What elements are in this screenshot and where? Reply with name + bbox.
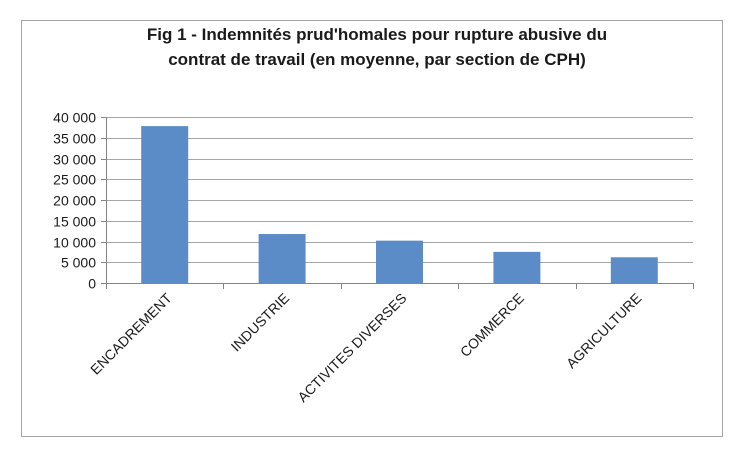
x-tick-label: ENCADREMENT — [87, 289, 175, 377]
bar — [493, 251, 541, 283]
bar — [610, 257, 658, 283]
y-tick-label: 40 000 — [53, 110, 96, 126]
chart-frame — [21, 20, 723, 437]
x-tick-label: COMMERCE — [457, 290, 527, 360]
bar — [376, 240, 423, 283]
bar — [141, 126, 189, 283]
chart-title: Fig 1 - Indemnités prud'homales pour rup… — [0, 22, 754, 72]
x-tick-label: INDUSTRIE — [228, 290, 293, 355]
y-tick-label: 0 — [88, 276, 96, 292]
y-tick-label: 20 000 — [53, 193, 96, 209]
y-tick-label: 5 000 — [61, 255, 96, 271]
x-tick-label: AGRICULTURE — [563, 290, 645, 372]
y-tick-label: 30 000 — [53, 152, 96, 168]
bar — [258, 234, 306, 283]
x-tick-label: ACTIVITES DIVERSES — [294, 290, 409, 405]
y-tick-label: 15 000 — [53, 214, 96, 230]
y-tick-label: 35 000 — [53, 131, 96, 147]
chart-title-line-1: Fig 1 - Indemnités prud'homales pour rup… — [146, 25, 608, 44]
chart-title-line-2: contrat de travail (en moyenne, par sect… — [168, 50, 586, 69]
y-tick-label: 10 000 — [53, 235, 96, 251]
y-tick-label: 25 000 — [53, 172, 96, 188]
